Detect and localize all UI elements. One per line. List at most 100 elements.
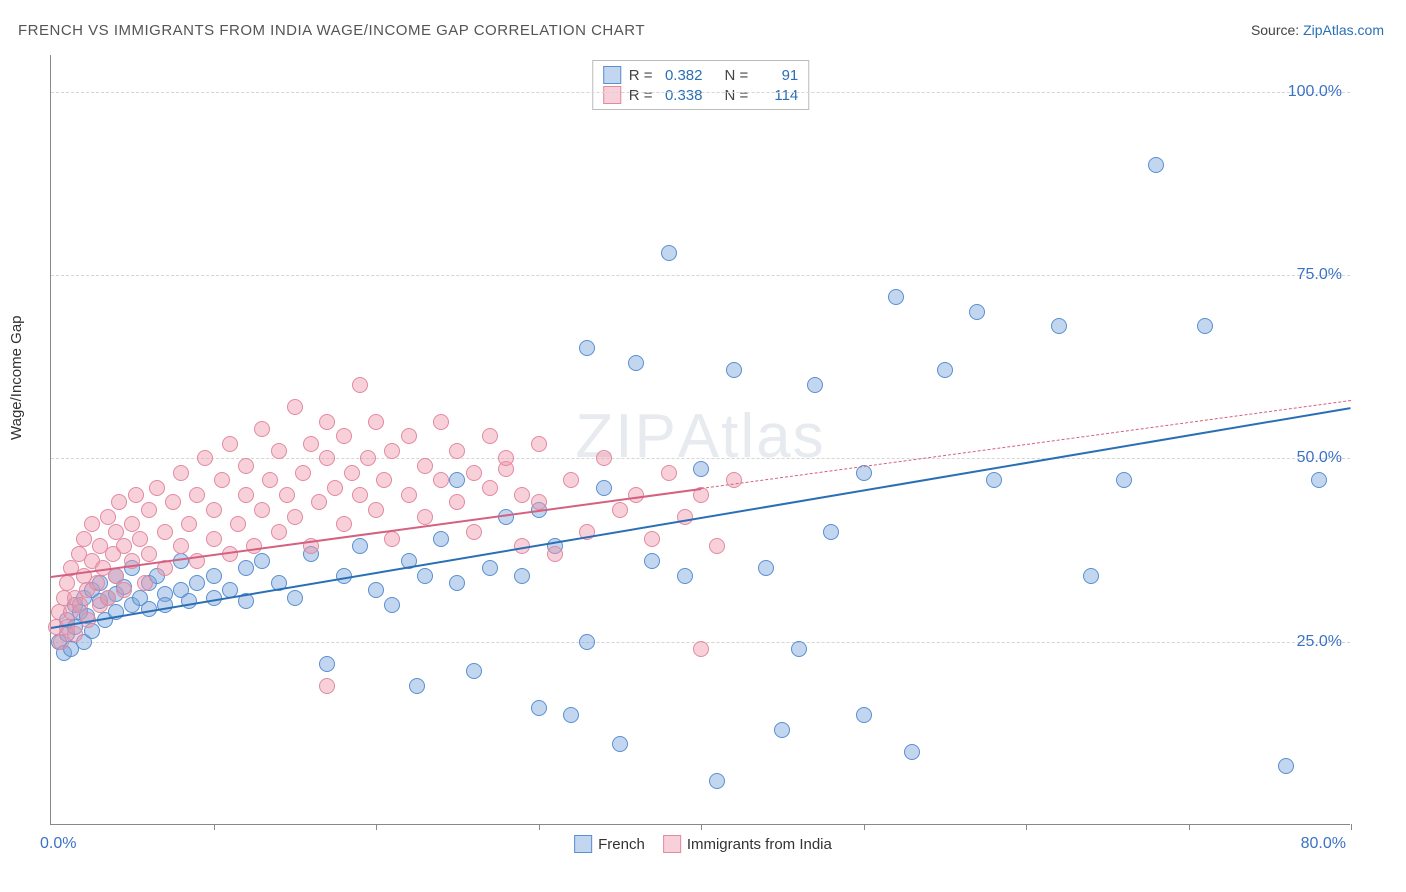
x-tick	[1026, 824, 1027, 830]
data-point	[547, 546, 563, 562]
data-point	[904, 744, 920, 760]
data-point	[791, 641, 807, 657]
data-point	[344, 465, 360, 481]
data-point	[482, 428, 498, 444]
data-point	[969, 304, 985, 320]
data-point	[271, 524, 287, 540]
data-point	[352, 538, 368, 554]
data-point	[482, 480, 498, 496]
data-point	[67, 626, 83, 642]
data-point	[774, 722, 790, 738]
data-point	[449, 575, 465, 591]
data-point	[856, 707, 872, 723]
data-point	[376, 472, 392, 488]
data-point	[579, 634, 595, 650]
y-tick-label: 25.0%	[1297, 633, 1342, 651]
data-point	[709, 773, 725, 789]
data-point	[222, 436, 238, 452]
x-axis-max-label: 80.0%	[1301, 835, 1346, 853]
data-point	[238, 458, 254, 474]
x-tick	[214, 824, 215, 830]
data-point	[661, 465, 677, 481]
data-point	[384, 531, 400, 547]
data-point	[937, 362, 953, 378]
trend-line	[701, 400, 1351, 489]
data-point	[165, 494, 181, 510]
data-point	[206, 531, 222, 547]
data-point	[173, 538, 189, 554]
data-point	[279, 487, 295, 503]
data-point	[271, 443, 287, 459]
data-point	[368, 414, 384, 430]
data-point	[531, 436, 547, 452]
data-point	[596, 480, 612, 496]
data-point	[1148, 157, 1164, 173]
data-point	[596, 450, 612, 466]
data-point	[116, 582, 132, 598]
data-point	[433, 531, 449, 547]
data-point	[417, 458, 433, 474]
data-point	[100, 590, 116, 606]
x-axis-min-label: 0.0%	[40, 835, 76, 853]
data-point	[693, 461, 709, 477]
data-point	[661, 245, 677, 261]
data-point	[449, 472, 465, 488]
data-point	[466, 465, 482, 481]
data-point	[254, 502, 270, 518]
n-value: 91	[756, 67, 798, 84]
data-point	[197, 450, 213, 466]
legend-swatch	[574, 835, 592, 853]
n-label: N =	[725, 67, 749, 84]
data-point	[319, 656, 335, 672]
data-point	[449, 443, 465, 459]
data-point	[137, 575, 153, 591]
data-point	[514, 487, 530, 503]
r-label: R =	[629, 67, 653, 84]
data-point	[173, 465, 189, 481]
data-point	[368, 582, 384, 598]
data-point	[214, 472, 230, 488]
data-point	[1051, 318, 1067, 334]
legend-swatch	[603, 86, 621, 104]
legend-label: French	[598, 836, 645, 853]
data-point	[466, 663, 482, 679]
x-tick	[1351, 824, 1352, 830]
data-point	[141, 502, 157, 518]
data-point	[352, 377, 368, 393]
x-tick	[1189, 824, 1190, 830]
data-point	[579, 340, 595, 356]
data-point	[287, 509, 303, 525]
legend-label: Immigrants from India	[687, 836, 832, 853]
data-point	[303, 436, 319, 452]
data-point	[888, 289, 904, 305]
data-point	[189, 487, 205, 503]
source-link[interactable]: ZipAtlas.com	[1303, 22, 1384, 38]
data-point	[76, 531, 92, 547]
data-point	[352, 487, 368, 503]
data-point	[319, 450, 335, 466]
data-point	[644, 531, 660, 547]
data-point	[1083, 568, 1099, 584]
data-point	[360, 450, 376, 466]
data-point	[319, 414, 335, 430]
data-point	[254, 553, 270, 569]
data-point	[1197, 318, 1213, 334]
trend-line	[51, 407, 1351, 629]
data-point	[189, 575, 205, 591]
y-axis-label: Wage/Income Gap	[8, 315, 25, 440]
legend-swatch	[603, 66, 621, 84]
data-point	[1116, 472, 1132, 488]
data-point	[498, 450, 514, 466]
chart-title: FRENCH VS IMMIGRANTS FROM INDIA WAGE/INC…	[18, 22, 645, 39]
data-point	[677, 568, 693, 584]
y-tick-label: 50.0%	[1297, 449, 1342, 467]
plot-area: ZIPAtlas R =0.382N =91R =0.338N =114 25.…	[50, 55, 1350, 825]
data-point	[449, 494, 465, 510]
data-point	[368, 502, 384, 518]
data-point	[254, 421, 270, 437]
data-point	[89, 575, 105, 591]
data-point	[644, 553, 660, 569]
n-value: 114	[756, 87, 798, 104]
data-point	[531, 494, 547, 510]
data-point	[401, 428, 417, 444]
